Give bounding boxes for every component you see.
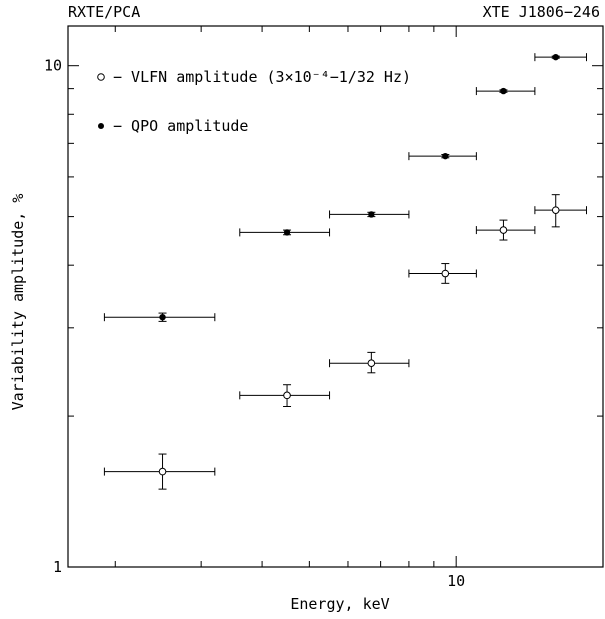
data-point-qpo [552, 53, 559, 61]
x-axis-label: Energy, keV [290, 595, 389, 613]
data-points [103, 53, 587, 490]
x-tick-label: 10 [447, 572, 465, 590]
y-axis-label: Variability amplitude, % [9, 194, 27, 411]
chart-title-right: XTE J1806−246 [483, 3, 600, 21]
axis-ticks [68, 26, 604, 568]
legend-marker-vlfn [97, 73, 105, 81]
chart-title-left: RXTE/PCA [68, 3, 140, 21]
series-qpo [103, 53, 587, 322]
data-point-vlfn [551, 206, 560, 214]
data-point-vlfn [367, 359, 376, 367]
data-point-qpo [283, 229, 291, 236]
data-point-qpo [368, 211, 375, 218]
plot-frame [67, 25, 604, 568]
data-point-qpo [159, 313, 166, 321]
legend: − VLFN amplitude (3×10⁻⁴−1/32 Hz) − QPO … [97, 68, 411, 135]
y-tick-label: 10 [44, 57, 62, 75]
data-point-vlfn [158, 467, 167, 476]
data-point-qpo [442, 152, 449, 160]
data-point-qpo [500, 87, 507, 95]
series-vlfn [103, 194, 587, 490]
y-tick-label: 1 [53, 558, 62, 576]
data-point-vlfn [441, 269, 450, 278]
axis-tick-labels: 10 1 10 [44, 57, 465, 590]
data-point-vlfn [283, 391, 291, 400]
legend-label-vlfn: − VLFN amplitude (3×10⁻⁴−1/32 Hz) [113, 68, 411, 86]
legend-marker-qpo [98, 123, 104, 129]
data-point-vlfn [499, 226, 508, 234]
legend-label-qpo: − QPO amplitude [113, 117, 248, 135]
